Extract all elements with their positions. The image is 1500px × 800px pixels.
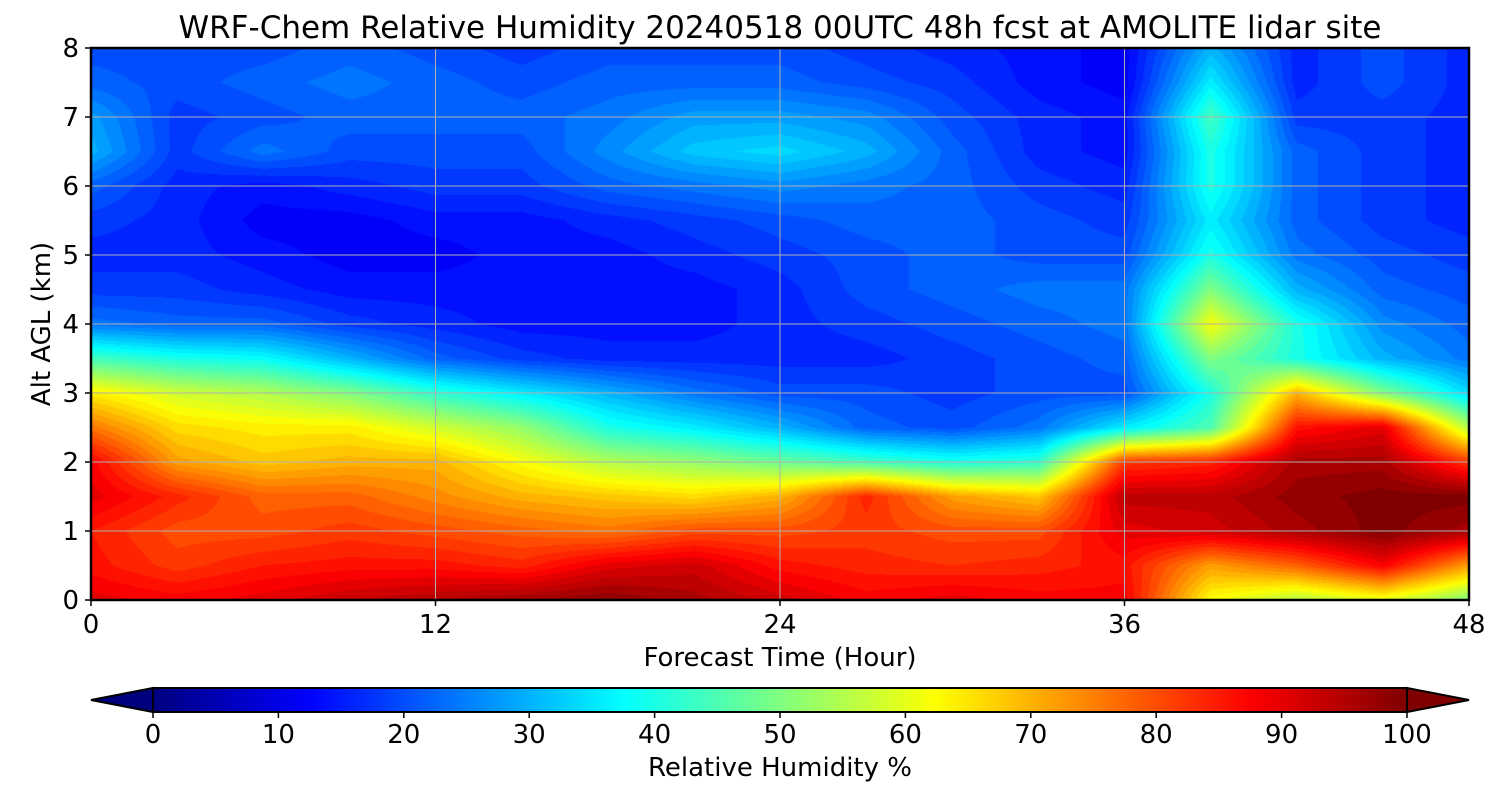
colorbar-tick-label: 40: [638, 720, 671, 750]
colorbar-tick-label: 90: [1265, 720, 1298, 750]
colorbar-ticks: 0 10 20 30 40 50 60 70 80 90 100: [145, 712, 1432, 750]
colorbar-tick-label: 20: [387, 720, 420, 750]
x-tick-label: 36: [1108, 610, 1141, 640]
colorbar-tick-label: 0: [145, 720, 162, 750]
y-tick-label: 0: [62, 586, 79, 616]
chart-title: WRF-Chem Relative Humidity 20240518 00UT…: [178, 10, 1381, 46]
colorbar-tick-label: 30: [513, 720, 546, 750]
colorbar-tick-label: 80: [1140, 720, 1173, 750]
plot-area: [89, 46, 1471, 602]
colorbar-tick-label: 70: [1014, 720, 1047, 750]
y-tick-label: 8: [62, 34, 79, 64]
colorbar-min-extension: [90, 686, 154, 714]
colorbar-tick-label: 60: [889, 720, 922, 750]
colorbar-tick-label: 100: [1382, 720, 1432, 750]
y-tick-label: 1: [62, 517, 79, 547]
y-tick-label: 4: [62, 310, 79, 340]
y-tick-label: 7: [62, 103, 79, 133]
x-tick-label: 48: [1452, 610, 1485, 640]
x-tick-label: 12: [419, 610, 452, 640]
x-tick-label: 24: [763, 610, 796, 640]
y-tick-label: 5: [62, 241, 79, 271]
colorbar-label: Relative Humidity %: [648, 753, 912, 783]
y-axis: 0 1 2 3 4 5 6 7 8: [62, 34, 91, 616]
x-axis: 0 12 24 36 48: [83, 600, 1486, 640]
colorbar-tick-label: 10: [262, 720, 295, 750]
colorbar: 0 10 20 30 40 50 60 70 80 90 100 Relative Humidity…: [90, 686, 1470, 783]
colorbar-gradient: [152, 687, 1408, 713]
colorbar-max-extension: [1406, 686, 1470, 714]
y-tick-label: 3: [62, 379, 79, 409]
y-tick-label: 6: [62, 172, 79, 202]
y-axis-label: Alt AGL (km): [27, 242, 57, 406]
y-tick-label: 2: [62, 448, 79, 478]
x-tick-label: 0: [83, 610, 100, 640]
x-axis-label: Forecast Time (Hour): [643, 643, 916, 673]
colorbar-tick-label: 50: [763, 720, 796, 750]
